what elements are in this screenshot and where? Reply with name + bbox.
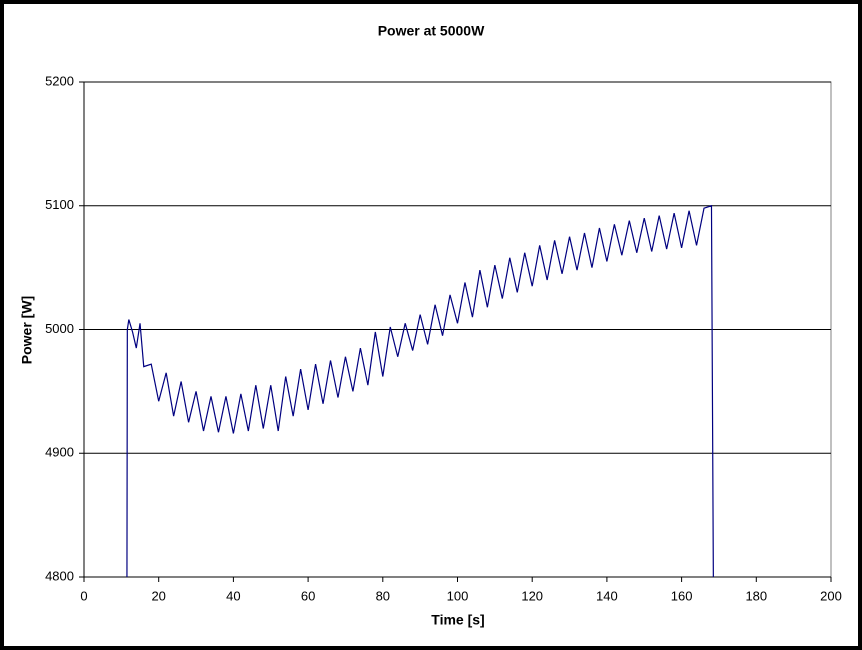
y-tick-label: 5100 — [45, 197, 74, 212]
y-tick-label: 4800 — [45, 568, 74, 583]
x-tick-label: 140 — [596, 588, 618, 603]
x-tick-label: 20 — [151, 588, 165, 603]
y-tick-label: 5200 — [45, 73, 74, 88]
y-axis-label: Power [W] — [19, 296, 35, 364]
x-tick-label: 60 — [301, 588, 315, 603]
x-tick-label: 200 — [820, 588, 842, 603]
x-tick-label: 80 — [376, 588, 390, 603]
x-tick-label: 120 — [521, 588, 543, 603]
series-line — [126, 204, 714, 578]
y-tick-label: 5000 — [45, 321, 74, 336]
x-tick-label: 40 — [226, 588, 240, 603]
x-tick-label: 160 — [671, 588, 693, 603]
x-tick-label: 180 — [745, 588, 767, 603]
x-tick-label: 0 — [80, 588, 87, 603]
x-axis-label: Time [s] — [431, 612, 484, 628]
y-tick-label: 4900 — [45, 445, 74, 460]
chart-title: Power at 5000W — [378, 23, 485, 39]
x-tick-label: 100 — [447, 588, 469, 603]
